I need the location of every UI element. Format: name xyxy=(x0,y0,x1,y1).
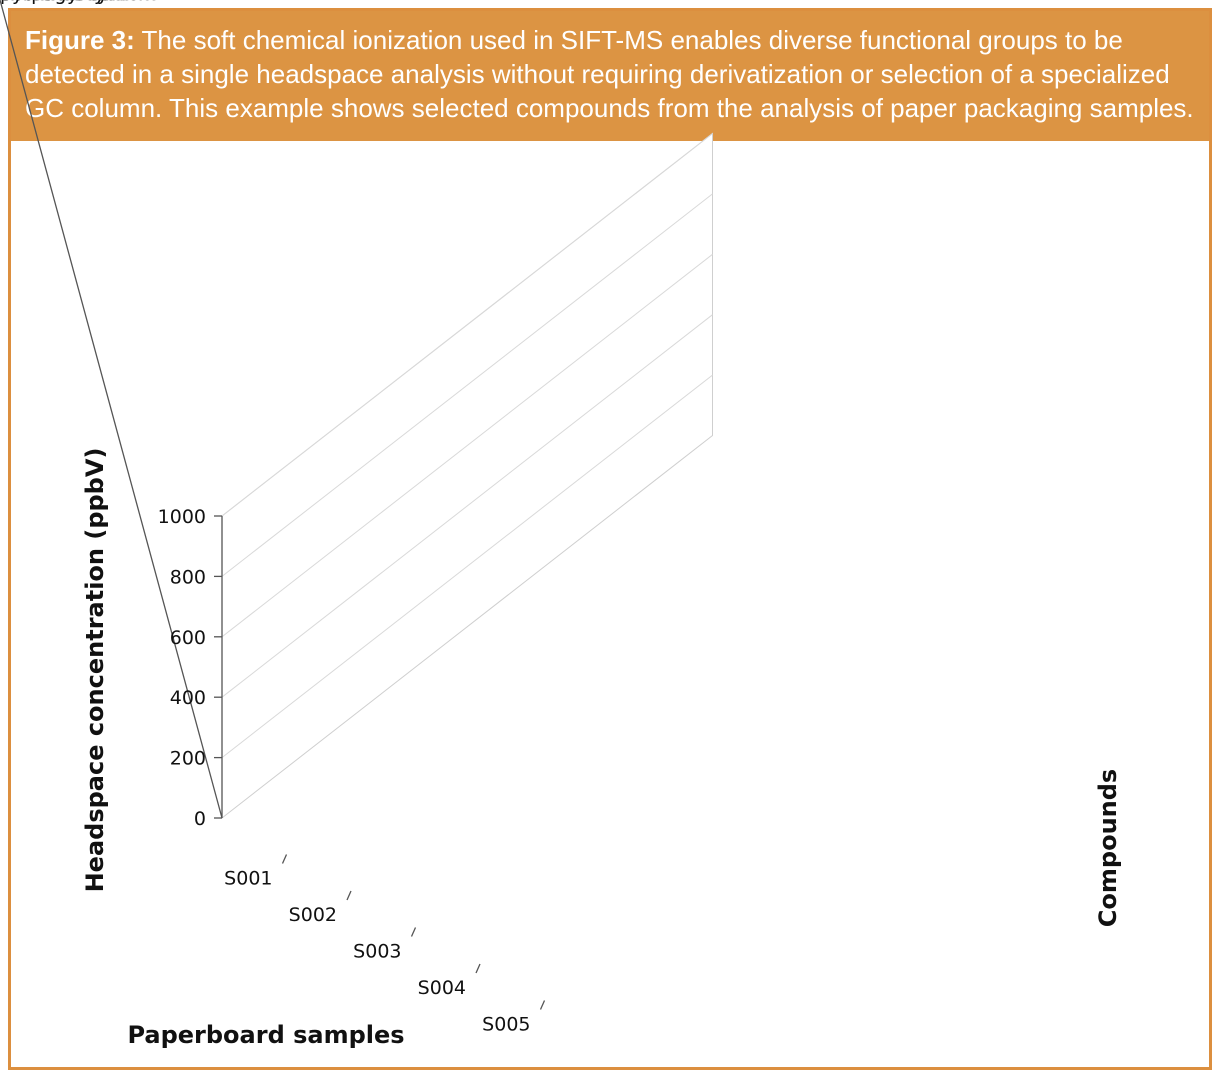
gridline xyxy=(221,253,713,638)
chart-walls xyxy=(0,0,713,820)
sample-tick-label: S003 xyxy=(353,941,401,963)
caption-label: Figure 3: xyxy=(25,25,135,55)
compound-tick-label: acetic acid xyxy=(0,0,102,5)
sample-tick xyxy=(410,927,417,937)
sample-tick xyxy=(539,1000,546,1010)
z-tick-label: 600 xyxy=(170,627,206,649)
y-axis-title: Compounds xyxy=(1094,769,1122,927)
sample-tick xyxy=(346,890,352,901)
sample-axis-ticks: S001 S002 S003 S004 S005 xyxy=(224,854,546,1036)
caption-text: The soft chemical ionization used in SIF… xyxy=(25,25,1194,123)
compound-tick-label: hydrogen sulfide xyxy=(0,0,159,5)
sample-tick-label: S005 xyxy=(482,1014,530,1036)
compound-tick-label: formaldehyde xyxy=(0,0,132,5)
sample-axis-line xyxy=(0,0,223,819)
compound-tick-label: butanoic acid xyxy=(0,0,128,5)
gridline xyxy=(221,133,713,517)
z-tick-label: 200 xyxy=(170,748,206,770)
compound-tick-label: acetone xyxy=(0,0,77,5)
compound-tick-label: propanoic acid xyxy=(0,0,140,5)
compound-tick-label: dimethyl sulfide xyxy=(0,0,153,5)
left-wall xyxy=(221,132,713,820)
gridline xyxy=(221,374,713,758)
sample-tick-label: S001 xyxy=(224,868,272,890)
sample-tick xyxy=(281,854,288,864)
sample-tick xyxy=(475,963,481,974)
figure-frame: Figure 3: The soft chemical ionization u… xyxy=(8,8,1212,1070)
sample-tick-label: S004 xyxy=(418,977,466,999)
gridline xyxy=(221,193,713,577)
z-tick-label: 1000 xyxy=(158,506,206,528)
figure-caption: Figure 3: The soft chemical ionization u… xyxy=(11,11,1209,141)
z-tick-label: 400 xyxy=(170,687,206,709)
sample-tick-label: S002 xyxy=(289,904,337,926)
value-axis-ticks: 0 200 400 600 800 1000 xyxy=(158,506,222,830)
compound-tick-label: ethanol xyxy=(0,0,72,5)
compound-axis-ticks: hydrogen sulfidedimethyl sulfideformalde… xyxy=(0,0,159,5)
z-tick-label: 800 xyxy=(170,566,206,588)
gridline xyxy=(221,314,713,698)
z-axis-title: Headspace concentration (ppbV) xyxy=(81,448,109,893)
compound-tick-label: acetaldehyde xyxy=(0,0,129,5)
z-tick-label: 0 xyxy=(194,808,206,830)
x-axis-title: Paperboard samples xyxy=(127,1021,404,1049)
